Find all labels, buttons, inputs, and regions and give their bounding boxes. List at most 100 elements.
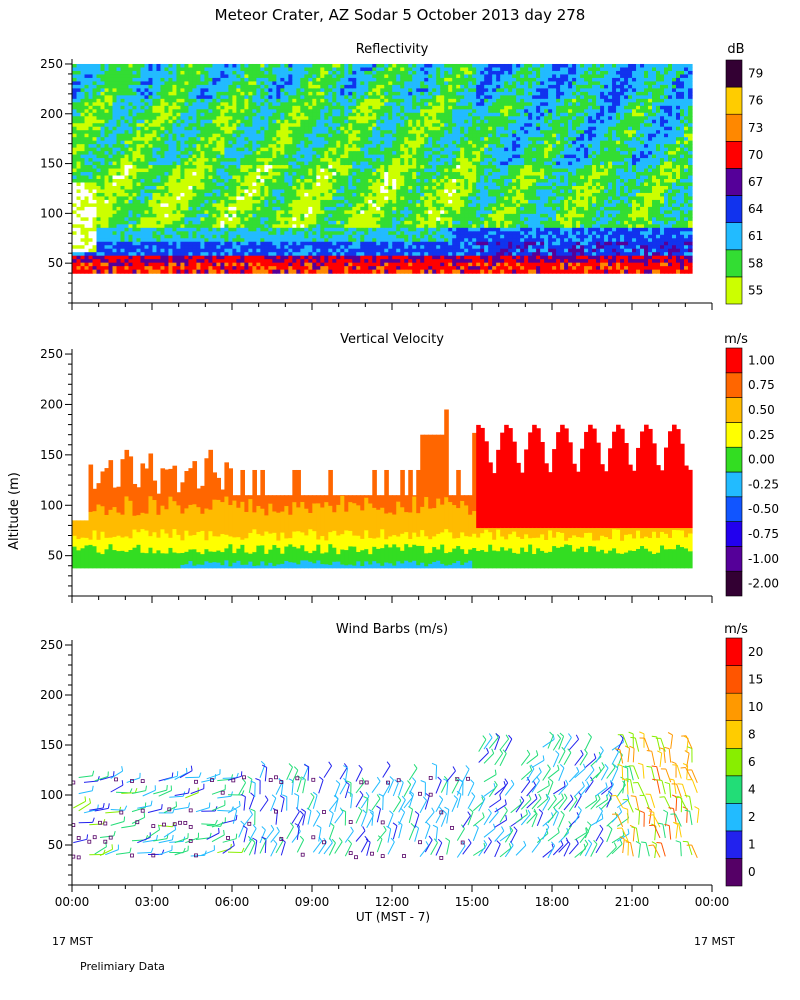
- reflectivity-cell: [240, 116, 245, 121]
- reflectivity-cell: [316, 266, 321, 271]
- reflectivity-cell: [304, 213, 309, 218]
- reflectivity-cell: [328, 224, 333, 229]
- reflectivity-cell: [288, 98, 293, 103]
- reflectivity-cell: [340, 234, 345, 239]
- reflectivity-cell: [96, 158, 102, 163]
- reflectivity-cell: [92, 158, 98, 163]
- reflectivity-cell: [384, 126, 389, 131]
- reflectivity-cell: [292, 140, 297, 145]
- reflectivity-cell: [124, 137, 130, 142]
- reflectivity-cell: [320, 213, 325, 218]
- reflectivity-cell: [116, 67, 122, 72]
- reflectivity-cell: [360, 262, 365, 267]
- reflectivity-cell: [268, 206, 273, 211]
- reflectivity-cell: [88, 259, 94, 264]
- reflectivity-cell: [232, 77, 237, 83]
- reflectivity-cell: [168, 158, 174, 163]
- reflectivity-cell: [224, 203, 229, 208]
- reflectivity-cell: [184, 98, 190, 103]
- reflectivity-cell: [280, 255, 285, 260]
- reflectivity-cell: [96, 217, 102, 222]
- reflectivity-cell: [220, 165, 226, 170]
- reflectivity-cell: [132, 74, 138, 79]
- reflectivity-cell: [384, 70, 389, 76]
- reflectivity-cell: [164, 255, 170, 260]
- reflectivity-cell: [184, 74, 190, 79]
- reflectivity-cell: [392, 259, 397, 264]
- reflectivity-cell: [284, 199, 289, 205]
- reflectivity-cell: [80, 133, 86, 138]
- reflectivity-cell: [344, 123, 349, 128]
- reflectivity-cell: [128, 154, 134, 159]
- reflectivity-cell: [264, 245, 269, 250]
- reflectivity-cell: [84, 231, 90, 236]
- reflectivity-cell: [352, 151, 357, 156]
- reflectivity-cell: [240, 88, 245, 93]
- reflectivity-cell: [316, 91, 321, 96]
- reflectivity-cell: [124, 105, 130, 110]
- reflectivity-cell: [116, 98, 122, 103]
- reflectivity-cell: [84, 123, 90, 128]
- reflectivity-cell: [116, 203, 122, 208]
- reflectivity-cell: [184, 185, 190, 191]
- reflectivity-cell: [92, 88, 98, 93]
- reflectivity-cell: [308, 133, 313, 138]
- reflectivity-cell: [212, 67, 218, 72]
- reflectivity-cell: [276, 189, 281, 194]
- reflectivity-cell: [208, 74, 214, 79]
- reflectivity-cell: [340, 241, 345, 246]
- reflectivity-cell: [128, 70, 134, 76]
- reflectivity-cell: [376, 269, 381, 274]
- reflectivity-cell: [92, 210, 98, 215]
- reflectivity-cell: [352, 102, 357, 107]
- reflectivity-cell: [240, 63, 245, 69]
- reflectivity-cell: [264, 172, 269, 177]
- reflectivity-cell: [284, 84, 289, 89]
- reflectivity-cell: [192, 262, 198, 267]
- reflectivity-cell: [184, 213, 190, 218]
- reflectivity-cell: [376, 161, 381, 166]
- reflectivity-cell: [288, 161, 293, 166]
- reflectivity-cell: [300, 245, 305, 250]
- reflectivity-cell: [272, 248, 277, 253]
- reflectivity-cell: [264, 238, 269, 243]
- reflectivity-cell: [392, 192, 397, 198]
- reflectivity-cell: [164, 165, 170, 170]
- reflectivity-cell: [372, 269, 377, 274]
- reflectivity-cell: [124, 130, 130, 135]
- reflectivity-cell: [220, 81, 226, 86]
- reflectivity-cell: [212, 63, 218, 69]
- reflectivity-cell: [220, 63, 226, 69]
- reflectivity-cell: [204, 227, 210, 232]
- reflectivity-cell: [220, 77, 226, 83]
- reflectivity-cell: [324, 67, 329, 72]
- reflectivity-cell: [164, 189, 170, 194]
- reflectivity-cell: [216, 109, 222, 114]
- reflectivity-cell: [300, 147, 305, 152]
- reflectivity-cell: [396, 206, 401, 211]
- reflectivity-cell: [228, 91, 233, 96]
- reflectivity-cell: [304, 238, 309, 243]
- reflectivity-cell: [368, 81, 373, 86]
- reflectivity-cell: [248, 255, 253, 260]
- reflectivity-cell: [368, 185, 373, 191]
- reflectivity-cell: [212, 227, 218, 232]
- reflectivity-cell: [288, 154, 293, 159]
- reflectivity-cell: [236, 210, 241, 215]
- reflectivity-cell: [368, 151, 373, 156]
- reflectivity-cell: [164, 130, 170, 135]
- reflectivity-cell: [172, 70, 178, 76]
- reflectivity-cell: [332, 210, 337, 215]
- reflectivity-cell: [244, 140, 249, 145]
- reflectivity-cell: [252, 220, 257, 225]
- reflectivity-cell: [228, 199, 233, 205]
- reflectivity-cell: [120, 266, 126, 271]
- reflectivity-cell: [112, 84, 118, 89]
- reflectivity-cell: [100, 147, 106, 152]
- reflectivity-cell: [96, 88, 102, 93]
- reflectivity-cell: [180, 137, 186, 142]
- reflectivity-cell: [344, 133, 349, 138]
- reflectivity-cell: [380, 161, 385, 166]
- reflectivity-cell: [304, 189, 309, 194]
- reflectivity-cell: [284, 95, 289, 100]
